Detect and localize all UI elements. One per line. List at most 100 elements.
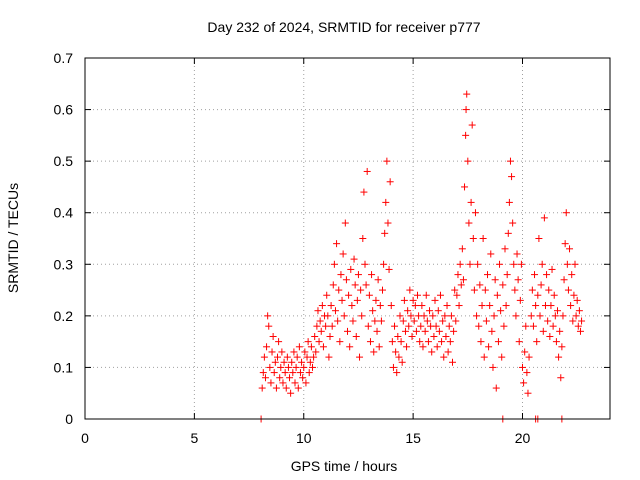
data-point [422,291,430,299]
data-point [369,307,377,315]
data-point [429,312,437,320]
data-point [351,281,359,289]
x-tick-label: 15 [405,430,421,446]
data-point [341,219,349,227]
data-point [268,348,276,356]
data-point [346,343,354,351]
data-point [366,338,374,346]
data-point [452,317,460,325]
data-point [396,312,404,320]
data-point [439,317,447,325]
data-point [557,374,565,382]
data-point [456,260,464,268]
data-point [381,229,389,237]
data-point [282,384,290,392]
data-point [356,353,364,361]
y-tick-label: 0.2 [54,308,74,324]
data-point [498,353,506,361]
data-point [438,338,446,346]
data-point [340,312,348,320]
data-point [364,322,372,330]
data-point [362,281,370,289]
data-point [311,332,319,340]
data-point [375,343,383,351]
data-point [574,322,582,330]
data-point [263,343,271,351]
data-point [411,302,419,310]
data-point [486,302,494,310]
data-point [401,327,409,335]
data-point [426,307,434,315]
data-point [442,332,450,340]
y-axis-title: SRMTID / TECUs [5,183,21,293]
data-point [567,302,575,310]
data-point [455,302,463,310]
data-point [385,265,393,273]
data-point [476,281,484,289]
data-point [302,379,310,387]
data-point [290,348,298,356]
data-point [347,265,355,273]
data-point [379,286,386,294]
data-point [570,291,578,299]
data-point [354,271,362,279]
data-point [562,209,570,217]
data-point [344,327,351,335]
data-point [458,245,466,253]
data-point [383,157,391,165]
data-point [338,296,346,304]
data-point [418,302,426,310]
data-point [397,338,405,346]
data-point [329,281,337,289]
data-point [487,250,495,258]
data-point [569,317,577,325]
data-point [519,363,526,371]
data-point [334,317,342,325]
data-point [270,369,278,377]
data-point [384,219,392,227]
data-point [331,307,339,315]
data-point [482,317,490,325]
data-point [573,296,581,304]
data-point [544,317,552,325]
data-point [322,322,330,330]
plot-frame [84,57,611,420]
data-point [532,302,540,310]
data-point [502,302,510,310]
data-point [284,363,292,371]
data-point [521,348,529,356]
data-point [342,276,350,284]
data-point [527,312,535,320]
data-point [404,307,412,315]
data-point [324,312,332,320]
data-point [278,348,286,356]
data-point [462,106,470,114]
data-point [309,363,316,371]
y-tick-label: 0.6 [54,102,74,118]
data-point [545,286,553,294]
data-point [272,384,280,392]
data-point [563,260,571,268]
data-point [276,374,284,382]
data-point [543,271,551,279]
data-point [419,343,427,351]
data-point [490,312,498,320]
data-point [307,343,315,351]
data-point [316,317,324,325]
axis-ticks [84,57,610,420]
data-point [306,358,314,366]
data-point [335,286,343,294]
data-point [559,312,567,320]
data-point [435,327,443,335]
data-point [269,332,277,340]
data-point [303,353,311,361]
data-point [555,353,563,361]
data-point [275,338,283,346]
data-point [258,384,266,392]
x-tick-label: 0 [81,430,89,446]
data-point [447,312,455,320]
data-points [257,90,586,423]
data-point [423,317,431,325]
y-tick-labels: 0 0.1 0.2 0.3 0.4 0.5 0.6 0.7 [54,50,74,427]
data-point [406,286,414,294]
